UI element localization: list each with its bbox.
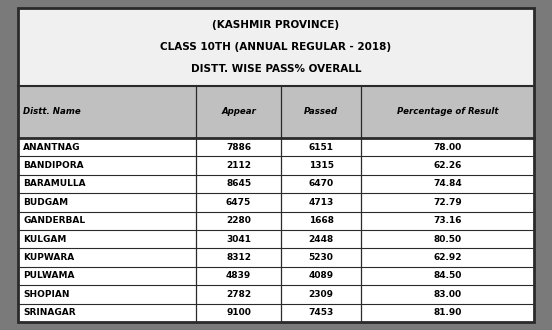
Text: PULWAMA: PULWAMA bbox=[23, 272, 75, 280]
Text: 80.50: 80.50 bbox=[433, 235, 461, 244]
Text: 2309: 2309 bbox=[309, 290, 333, 299]
Text: 74.84: 74.84 bbox=[433, 180, 462, 188]
Text: 78.00: 78.00 bbox=[433, 143, 461, 152]
Text: 9100: 9100 bbox=[226, 308, 251, 317]
Text: 62.26: 62.26 bbox=[433, 161, 462, 170]
Text: 7453: 7453 bbox=[309, 308, 334, 317]
Text: 8312: 8312 bbox=[226, 253, 251, 262]
Text: 6475: 6475 bbox=[226, 198, 251, 207]
Text: Passed: Passed bbox=[304, 108, 338, 116]
Text: BUDGAM: BUDGAM bbox=[23, 198, 68, 207]
Text: BARAMULLA: BARAMULLA bbox=[23, 180, 86, 188]
Text: 5230: 5230 bbox=[309, 253, 333, 262]
Text: 7886: 7886 bbox=[226, 143, 251, 152]
Text: (KASHMIR PROVINCE): (KASHMIR PROVINCE) bbox=[213, 20, 339, 30]
Text: Distt. Name: Distt. Name bbox=[23, 108, 81, 116]
Text: 62.92: 62.92 bbox=[433, 253, 462, 262]
Text: 1668: 1668 bbox=[309, 216, 333, 225]
Text: 1315: 1315 bbox=[309, 161, 333, 170]
Text: 81.90: 81.90 bbox=[433, 308, 462, 317]
Text: 6470: 6470 bbox=[309, 180, 334, 188]
Text: GANDERBAL: GANDERBAL bbox=[23, 216, 85, 225]
Text: ANANTNAG: ANANTNAG bbox=[23, 143, 81, 152]
Bar bbox=[18, 86, 534, 138]
Text: KUPWARA: KUPWARA bbox=[23, 253, 75, 262]
Text: 83.00: 83.00 bbox=[433, 290, 461, 299]
Text: 84.50: 84.50 bbox=[433, 272, 462, 280]
Text: 73.16: 73.16 bbox=[433, 216, 462, 225]
Text: 2448: 2448 bbox=[309, 235, 334, 244]
Text: BANDIPORA: BANDIPORA bbox=[23, 161, 83, 170]
Text: Appear: Appear bbox=[221, 108, 256, 116]
Text: 8645: 8645 bbox=[226, 180, 251, 188]
Text: 3041: 3041 bbox=[226, 235, 251, 244]
Text: KULGAM: KULGAM bbox=[23, 235, 66, 244]
Text: CLASS 10TH (ANNUAL REGULAR - 2018): CLASS 10TH (ANNUAL REGULAR - 2018) bbox=[161, 42, 391, 52]
Text: SHOPIAN: SHOPIAN bbox=[23, 290, 70, 299]
Text: 2112: 2112 bbox=[226, 161, 251, 170]
Text: 4839: 4839 bbox=[226, 272, 251, 280]
Text: 6151: 6151 bbox=[309, 143, 333, 152]
Text: 2280: 2280 bbox=[226, 216, 251, 225]
Bar bbox=[18, 8, 534, 86]
Text: Percentage of Result: Percentage of Result bbox=[397, 108, 498, 116]
Text: 2782: 2782 bbox=[226, 290, 251, 299]
Text: 72.79: 72.79 bbox=[433, 198, 462, 207]
Text: SRINAGAR: SRINAGAR bbox=[23, 308, 76, 317]
Text: 4089: 4089 bbox=[309, 272, 334, 280]
Text: 4713: 4713 bbox=[309, 198, 334, 207]
Text: DISTT. WISE PASS% OVERALL: DISTT. WISE PASS% OVERALL bbox=[191, 64, 361, 74]
